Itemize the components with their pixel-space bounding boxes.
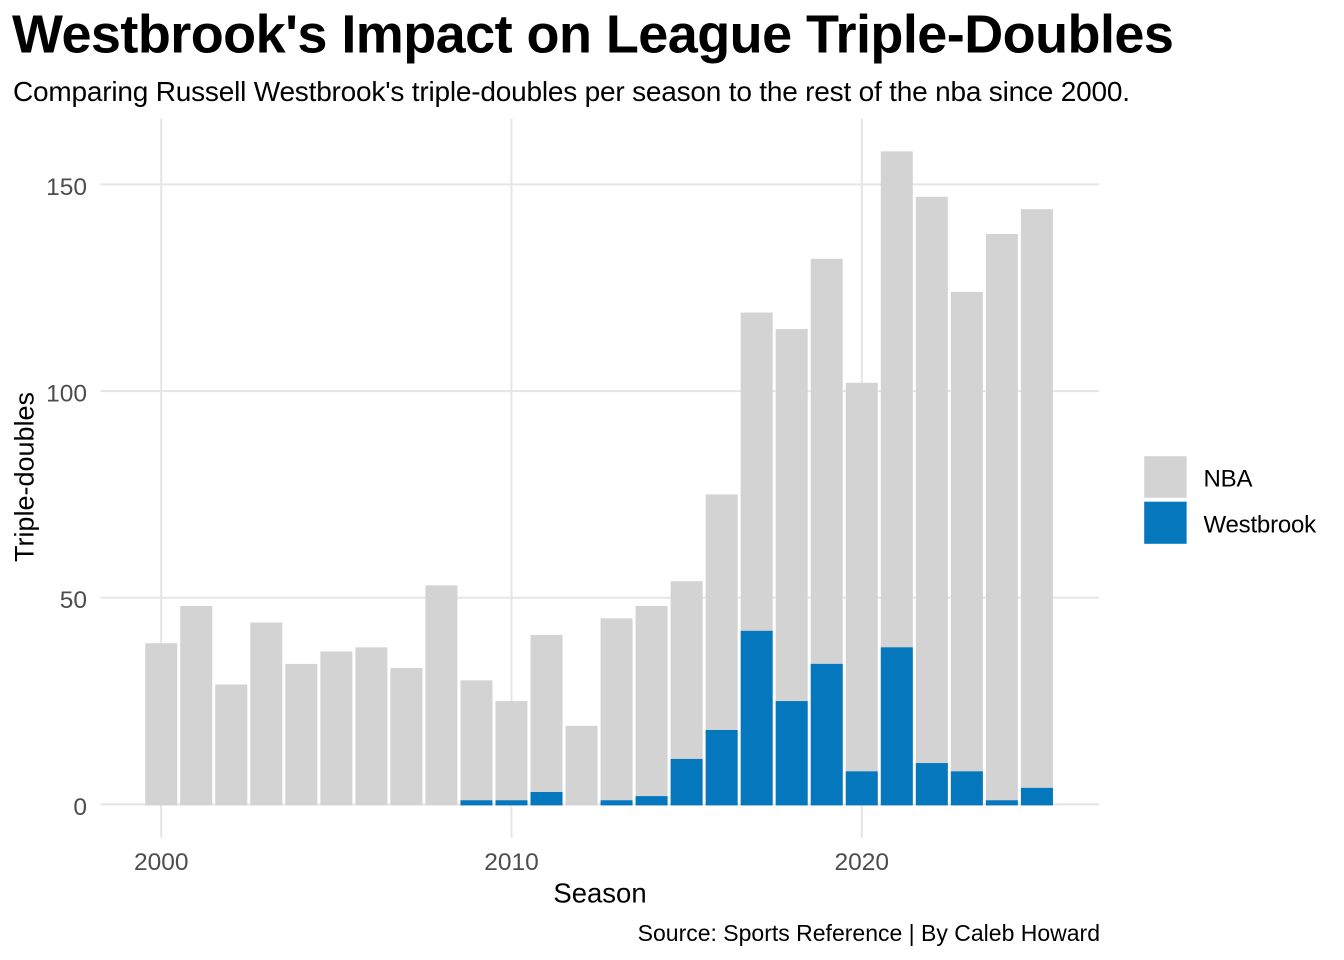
svg-text:150: 150 bbox=[46, 174, 87, 201]
svg-text:2010: 2010 bbox=[484, 849, 539, 876]
svg-text:50: 50 bbox=[60, 587, 87, 614]
svg-text:2000: 2000 bbox=[134, 849, 189, 876]
svg-text:Comparing Russell Westbrook's: Comparing Russell Westbrook's triple-dou… bbox=[13, 76, 1130, 107]
svg-text:Westbrook's Impact on League T: Westbrook's Impact on League Triple-Doub… bbox=[12, 5, 1173, 65]
svg-text:0: 0 bbox=[73, 794, 87, 821]
svg-text:Triple-doubles: Triple-doubles bbox=[10, 392, 40, 562]
svg-text:Source: Sports Reference | By: Source: Sports Reference | By Caleb Howa… bbox=[638, 920, 1100, 946]
svg-text:Westbrook: Westbrook bbox=[1204, 511, 1318, 538]
svg-text:100: 100 bbox=[46, 381, 87, 408]
svg-text:NBA: NBA bbox=[1204, 466, 1253, 493]
svg-text:Season: Season bbox=[553, 878, 646, 909]
svg-text:2020: 2020 bbox=[835, 849, 890, 876]
